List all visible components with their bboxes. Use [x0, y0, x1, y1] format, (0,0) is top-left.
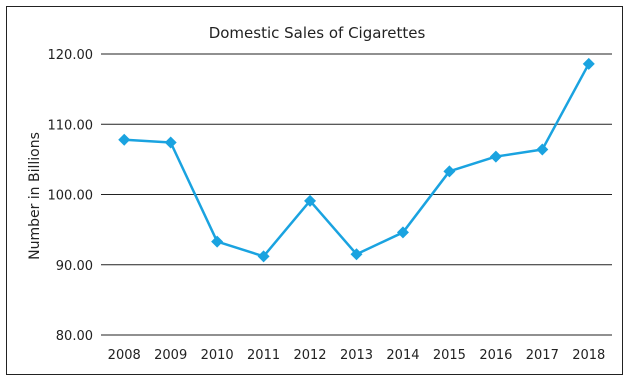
series-line [124, 63, 590, 258]
x-tick-label: 2012 [293, 348, 326, 363]
y-tick-label: 80.00 [56, 329, 93, 344]
y-tick-label: 90.00 [56, 259, 93, 274]
x-tick-label: 2011 [247, 348, 280, 363]
data-point-2016 [489, 150, 502, 163]
x-tick-label: 2014 [386, 348, 419, 363]
x-tick-label: 2016 [479, 348, 512, 363]
gridlines [101, 53, 612, 336]
x-tick-label: 2009 [154, 348, 187, 363]
x-tick-label: 2015 [433, 348, 466, 363]
y-tick-labels: 80.00 90.00 100.00 110.00 120.00 [48, 48, 94, 344]
x-tick-label: 2017 [526, 348, 559, 363]
x-tick-label: 2018 [572, 348, 605, 363]
data-point-2009 [164, 136, 177, 149]
data-point-2013 [350, 248, 363, 261]
y-tick-label: 110.00 [48, 118, 94, 133]
data-point-2017 [536, 143, 549, 156]
x-tick-label: 2008 [108, 348, 141, 363]
data-point-2018 [582, 57, 595, 70]
series-group [118, 57, 595, 263]
x-tick-label: 2010 [201, 348, 234, 363]
data-point-2008 [118, 133, 131, 146]
y-axis-label: Number in Billions [27, 132, 43, 260]
data-point-2011 [257, 250, 270, 263]
data-point-2012 [304, 194, 317, 207]
chart-title: Domestic Sales of Cigarettes [209, 24, 426, 42]
data-point-2015 [443, 165, 456, 178]
y-tick-label: 120.00 [48, 48, 94, 63]
x-tick-label: 2013 [340, 348, 373, 363]
chart-frame [6, 6, 623, 375]
x-tick-labels: 2008 2009 2010 2011 2012 2013 2014 2015 2016 2017… [108, 348, 606, 363]
y-tick-label: 100.00 [48, 189, 94, 204]
data-point-2010 [211, 235, 224, 248]
data-point-2014 [396, 226, 409, 239]
